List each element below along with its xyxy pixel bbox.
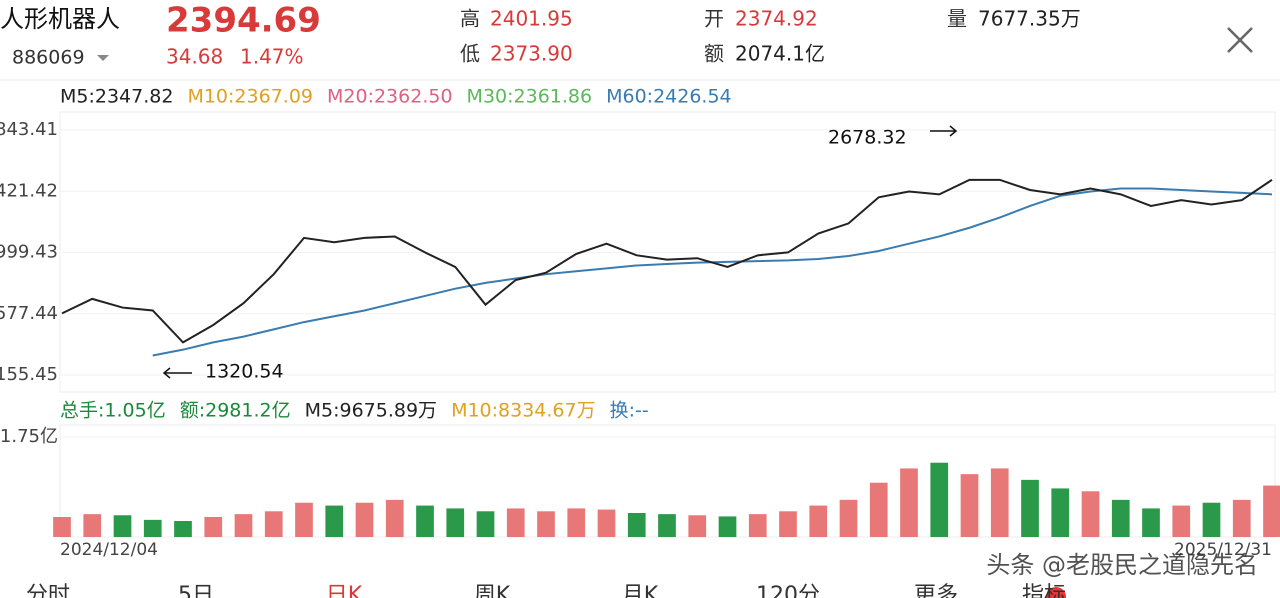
volume-bar — [567, 508, 586, 537]
y-tick-label: 1.75亿 — [0, 426, 58, 447]
volume-bar — [748, 514, 767, 537]
volume-bar — [1172, 505, 1191, 537]
volume-bar — [234, 514, 253, 537]
volume-bar — [295, 502, 313, 537]
volume-bar — [1202, 502, 1221, 537]
open: 2374.92 — [735, 7, 818, 31]
volume-bar — [1111, 499, 1130, 537]
volume: 7677.35万 — [978, 7, 1081, 31]
vol-legend: 额:2981.2亿 — [180, 400, 291, 422]
volume-bar — [688, 515, 707, 537]
volume-label: 量 — [947, 7, 967, 31]
y-tick-label: 1999.43 — [0, 242, 58, 263]
high: 2401.95 — [490, 7, 573, 31]
ma-legend: M10:2367.09 — [187, 86, 313, 108]
ma-legend: M30:2361.86 — [467, 86, 593, 108]
change: 34.68 — [166, 45, 223, 69]
ma-legend: M60:2426.54 — [606, 86, 732, 108]
tab[interactable]: 周K — [474, 583, 511, 598]
y-tick-label: 2843.41 — [0, 119, 58, 140]
tab[interactable]: 5日 — [178, 583, 214, 598]
tab[interactable]: 月K — [622, 583, 659, 598]
volume-bar — [900, 468, 918, 537]
volume-bar — [53, 517, 71, 537]
volume-bar — [1051, 488, 1070, 537]
vol-legend: 换:-- — [610, 400, 649, 422]
amount: 2074.1亿 — [735, 42, 825, 66]
tab[interactable]: 指标 — [1022, 583, 1066, 598]
volume-bar — [627, 513, 646, 537]
close-button[interactable] — [1227, 27, 1253, 53]
volume-bar — [537, 511, 555, 537]
watermark: 头条 @老股民之道隐先名 — [986, 551, 1258, 579]
vol-legend: M10:8334.67万 — [451, 400, 596, 422]
volume-bar — [1263, 485, 1280, 537]
volume-bar — [446, 508, 465, 537]
tab[interactable]: 更多 — [914, 583, 958, 598]
change-pct: 1.47% — [240, 45, 304, 69]
y-tick-label: 1155.45 — [0, 364, 58, 385]
volume-bar — [113, 515, 132, 537]
volume-bar — [143, 519, 162, 537]
low-label: 低 — [460, 42, 480, 66]
price: 2394.69 — [166, 1, 321, 41]
volume-bar — [83, 514, 102, 537]
tab[interactable]: 分时 — [26, 583, 70, 598]
amount-label: 额 — [704, 42, 724, 66]
volume-bar — [385, 499, 404, 537]
volume-bar — [174, 521, 192, 537]
volume-bar — [779, 511, 797, 537]
x-start: 2024/12/04 — [60, 540, 158, 560]
dropdown-icon[interactable] — [97, 55, 109, 61]
volume-bar — [355, 502, 374, 537]
vol-legend: 总手:1.05亿 — [60, 400, 166, 422]
volume-bar — [325, 505, 344, 537]
x-end: 2025/12/31 — [1174, 540, 1272, 560]
volume-bar — [264, 511, 283, 537]
volume-bar — [990, 468, 1009, 537]
volume-bar — [869, 482, 888, 537]
open-label: 开 — [704, 7, 724, 31]
ma-legend: M20:2362.50 — [327, 86, 453, 108]
volume-bar — [1021, 479, 1039, 537]
volume-bar — [1232, 499, 1251, 537]
volume-bar — [960, 474, 979, 537]
volume-bar — [658, 514, 676, 537]
volume-bar — [809, 505, 828, 537]
y-tick-label: 1577.44 — [0, 303, 58, 324]
vol-legend: M5:9675.89万 — [305, 400, 437, 422]
volume-bar — [1142, 508, 1160, 537]
ma-legend: M5:2347.82 — [60, 86, 173, 108]
tab[interactable]: 120分 — [756, 583, 820, 598]
arrow — [162, 367, 192, 379]
stock-name: 人形机器人 — [0, 5, 120, 33]
low-annotation: 1320.54 — [205, 361, 284, 383]
volume-bar — [204, 517, 223, 537]
arrow — [930, 125, 958, 137]
volume-bar — [1081, 491, 1100, 537]
ma60-line — [152, 187, 1273, 357]
high-annotation: 2678.32 — [828, 127, 907, 149]
volume-bar — [416, 505, 434, 537]
volume-bar — [718, 516, 737, 537]
tab[interactable]: 日K — [326, 583, 363, 598]
close-line — [61, 178, 1273, 344]
stock-code: 886069 — [12, 47, 85, 69]
volume-bar — [476, 511, 495, 537]
volume-bar — [597, 509, 616, 537]
volume-bar — [506, 508, 525, 537]
low: 2373.90 — [490, 42, 573, 66]
volume-bar — [839, 499, 858, 537]
record-dot — [1046, 587, 1066, 598]
volume-bar — [930, 462, 949, 537]
y-tick-label: 2421.42 — [0, 180, 58, 201]
high-label: 高 — [460, 7, 480, 31]
